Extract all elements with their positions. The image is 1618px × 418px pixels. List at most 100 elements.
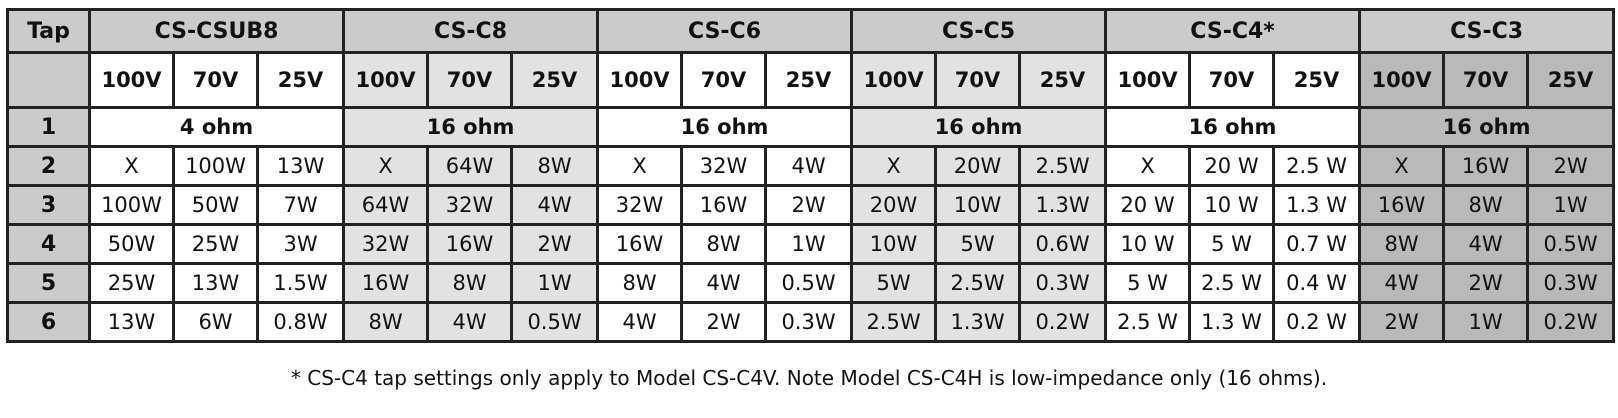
power-cell: 0.3W	[1018, 262, 1108, 304]
power-cell: 0.8W	[255, 301, 346, 343]
model-header: CS-C5	[850, 8, 1108, 54]
voltage-header: 100V	[850, 51, 938, 109]
power-cell: 0.4 W	[1272, 262, 1362, 304]
power-cell: X	[342, 145, 430, 187]
voltage-header: 70V	[680, 51, 768, 109]
power-cell: 2.5W	[850, 301, 938, 343]
footnote: * CS-C4 tap settings only apply to Model…	[290, 366, 1328, 390]
voltage-header: 100V	[342, 51, 430, 109]
voltage-header: 70V	[426, 51, 514, 109]
tap-number: 3	[6, 184, 91, 226]
power-cell: 100W	[172, 145, 259, 187]
power-cell: 25W	[88, 262, 175, 304]
model-header: CS-C3	[1358, 8, 1616, 54]
power-cell: 4W	[680, 262, 768, 304]
power-cell: 20 W	[1104, 184, 1192, 226]
power-cell: X	[850, 145, 938, 187]
power-cell: 32W	[680, 145, 768, 187]
power-cell: 13W	[88, 301, 175, 343]
table-row: 100V 70V 25V 100V 70V 25V 100V 70V 25V 100V 70V 25V…	[6, 51, 1616, 109]
power-cell: 50W	[172, 184, 259, 226]
power-cell: 5 W	[1104, 262, 1192, 304]
power-cell: 2.5 W	[1104, 301, 1192, 343]
voltage-header: 70V	[1188, 51, 1276, 109]
power-cell: 2.5W	[1018, 145, 1108, 187]
power-cell: 64W	[426, 145, 514, 187]
power-cell: 16W	[1442, 145, 1530, 187]
model-header: CS-C6	[596, 8, 854, 54]
power-cell: 16W	[342, 262, 430, 304]
power-cell: 16W	[1358, 184, 1446, 226]
power-cell: 50W	[88, 223, 175, 265]
impedance-cell: 16 ohm	[1104, 106, 1362, 148]
voltage-header: 25V	[1272, 51, 1362, 109]
voltage-header: 100V	[596, 51, 684, 109]
power-cell: 1.3 W	[1188, 301, 1276, 343]
table-row: 6 13W 6W 0.8W 8W 4W 0.5W 4W 2W 0.3W 2.5W 1.3W 0.2W 2.…	[6, 301, 1616, 343]
power-cell: 2W	[1358, 301, 1446, 343]
voltage-header: 25V	[1526, 51, 1616, 109]
power-cell: 2W	[764, 184, 854, 226]
power-cell: X	[88, 145, 175, 187]
power-cell: 1W	[1442, 301, 1530, 343]
power-cell: 1.3W	[934, 301, 1022, 343]
power-cell: 0.2W	[1526, 301, 1616, 343]
power-cell: 10 W	[1104, 223, 1192, 265]
power-cell: 4W	[1442, 223, 1530, 265]
tap-number: 6	[6, 301, 91, 343]
power-cell: 4W	[596, 301, 684, 343]
power-cell: 1.3W	[1018, 184, 1108, 226]
power-cell: 0.6W	[1018, 223, 1108, 265]
power-cell: 0.5W	[764, 262, 854, 304]
impedance-cell: 16 ohm	[1358, 106, 1616, 148]
power-cell: X	[1104, 145, 1192, 187]
tap-blank	[6, 51, 91, 109]
power-cell: 16W	[426, 223, 514, 265]
power-cell: 2W	[510, 223, 600, 265]
power-cell: 32W	[342, 223, 430, 265]
power-cell: 10W	[934, 184, 1022, 226]
tap-header: Tap	[6, 8, 91, 54]
voltage-header: 70V	[1442, 51, 1530, 109]
power-cell: 1.3 W	[1272, 184, 1362, 226]
voltage-header: 25V	[255, 51, 346, 109]
tap-table: Tap CS-CSUB8 CS-C8 CS-C6 CS-C5 CS-C4* CS-C3 100…	[6, 8, 1616, 343]
voltage-header: 25V	[1018, 51, 1108, 109]
table-row: Tap CS-CSUB8 CS-C8 CS-C6 CS-C5 CS-C4* CS-C3	[6, 8, 1616, 54]
power-cell: 0.5W	[510, 301, 600, 343]
power-cell: 5 W	[1188, 223, 1276, 265]
power-cell: 2W	[1442, 262, 1530, 304]
power-cell: 0.2 W	[1272, 301, 1362, 343]
voltage-header: 100V	[1358, 51, 1446, 109]
power-cell: 4W	[426, 301, 514, 343]
power-cell: 2.5W	[934, 262, 1022, 304]
power-cell: 10W	[850, 223, 938, 265]
voltage-header: 70V	[934, 51, 1022, 109]
power-cell: 1W	[510, 262, 600, 304]
power-cell: 5W	[850, 262, 938, 304]
power-cell: 0.5W	[1526, 223, 1616, 265]
power-cell: 16W	[680, 184, 768, 226]
power-cell: 6W	[172, 301, 259, 343]
power-cell: 2.5 W	[1272, 145, 1362, 187]
power-cell: 13W	[255, 145, 346, 187]
power-cell: 0.2W	[1018, 301, 1108, 343]
power-cell: 3W	[255, 223, 346, 265]
table-wrap: Tap CS-CSUB8 CS-C8 CS-C6 CS-C5 CS-C4* CS-C3 100…	[6, 8, 1616, 343]
power-cell: 8W	[680, 223, 768, 265]
power-cell: 13W	[172, 262, 259, 304]
power-cell: 8W	[1442, 184, 1530, 226]
impedance-cell: 16 ohm	[596, 106, 854, 148]
model-header: CS-CSUB8	[87, 8, 346, 54]
voltage-header: 25V	[764, 51, 854, 109]
power-cell: 0.3W	[1526, 262, 1616, 304]
power-cell: X	[1358, 145, 1446, 187]
power-cell: X	[596, 145, 684, 187]
power-cell: 2W	[1526, 145, 1616, 187]
voltage-header: 100V	[88, 51, 175, 109]
voltage-header: 70V	[172, 51, 259, 109]
